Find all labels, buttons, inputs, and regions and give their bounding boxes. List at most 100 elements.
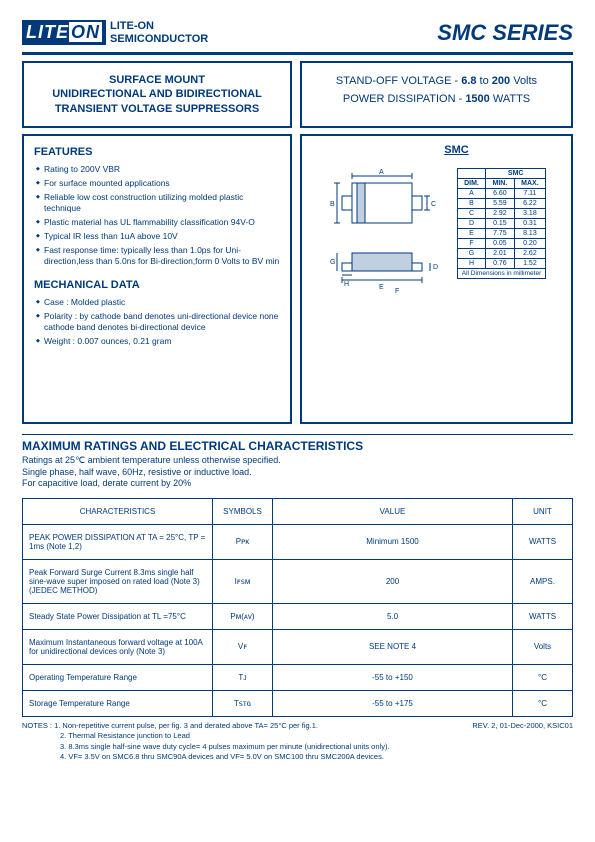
dim-cell: 5.59	[486, 198, 514, 208]
char-cell: Tᴊ	[213, 664, 273, 690]
dim-cell: 2.01	[486, 248, 514, 258]
note1: NOTES : 1. Non-repetitive current pulse,…	[22, 721, 318, 732]
characteristics-table: CHARACTERISTICS SYMBOLS VALUE UNIT PEAK …	[22, 498, 573, 717]
feature-item: For surface mounted applications	[36, 178, 280, 189]
char-hdr: VALUE	[273, 498, 513, 524]
title-box: SURFACE MOUNT UNIDIRECTIONAL AND BIDIREC…	[22, 61, 292, 128]
spec1-post: Volts	[510, 75, 537, 87]
char-hdr: UNIT	[513, 498, 573, 524]
spec1-pre: STAND-OFF VOLTAGE -	[336, 75, 461, 87]
smc-label: SMC	[444, 144, 468, 156]
max-ratings-subtitle: Ratings at 25℃ ambient temperature unles…	[22, 455, 573, 490]
dim-cell: 0.76	[486, 258, 514, 268]
note2: 2. Thermal Resistance junction to Lead	[22, 731, 573, 742]
dim-cell: A	[457, 188, 485, 198]
char-cell: -55 to +150	[273, 664, 513, 690]
package-diagram: A B C G D E H F	[327, 168, 447, 308]
char-cell: Minimum 1500	[273, 524, 513, 559]
dim-col: MIN.	[486, 178, 514, 188]
top-boxes: SURFACE MOUNT UNIDIRECTIONAL AND BIDIREC…	[22, 61, 573, 128]
spec2-b: 1500	[465, 93, 489, 105]
char-cell: -55 to +175	[273, 690, 513, 716]
svg-text:A: A	[379, 169, 384, 176]
features-title: FEATURES	[34, 146, 280, 158]
max-ratings-title: MAXIMUM RATINGS AND ELECTRICAL CHARACTER…	[22, 439, 573, 453]
section-rule	[22, 434, 573, 435]
feature-item: Fast response time: typically less than …	[36, 245, 280, 267]
char-hdr: SYMBOLS	[213, 498, 273, 524]
svg-text:E: E	[379, 284, 384, 291]
dim-cell: 0.31	[514, 218, 546, 228]
dim-cell: 6.60	[486, 188, 514, 198]
dim-cell: D	[457, 218, 485, 228]
revision: REV. 2, 01-Dec-2000, KSIC01	[472, 721, 573, 732]
char-cell: Tꜱᴛɢ	[213, 690, 273, 716]
spec1-b2: 200	[492, 75, 510, 87]
features-box: FEATURES Rating to 200V VBR For surface …	[22, 134, 292, 424]
spec-line2: POWER DISSIPATION - 1500 WATTS	[312, 91, 561, 109]
dim-cell: 2.62	[514, 248, 546, 258]
dim-cell: 7.11	[514, 188, 546, 198]
feature-item: Typical IR less than 1uA above 10V	[36, 231, 280, 242]
main-boxes: FEATURES Rating to 200V VBR For surface …	[22, 134, 573, 424]
spec-line1: STAND-OFF VOLTAGE - 6.8 to 200 Volts	[312, 73, 561, 91]
char-cell: Steady State Power Dissipation at TL =75…	[23, 603, 213, 629]
max-sub3: For capacitive load, derate current by 2…	[22, 478, 573, 490]
spec1-b1: 6.8	[461, 75, 476, 87]
svg-text:F: F	[395, 288, 399, 295]
diagram-content: A B C G D E H F SMC	[327, 168, 546, 308]
logo-on: ON	[69, 22, 102, 42]
dim-cell: 2.92	[486, 208, 514, 218]
svg-text:D: D	[433, 264, 438, 271]
note3: 3. 8.3ms single half-sine wave duty cycl…	[22, 742, 573, 753]
title-line2: UNIDIRECTIONAL AND BIDIRECTIONAL	[34, 87, 280, 101]
char-cell: Operating Temperature Range	[23, 664, 213, 690]
feature-item: Reliable low cost construction utilizing…	[36, 192, 280, 214]
char-cell: Volts	[513, 629, 573, 664]
dim-cell: 3.18	[514, 208, 546, 218]
dim-cell: 6.22	[514, 198, 546, 208]
char-hdr: CHARACTERISTICS	[23, 498, 213, 524]
svg-text:H: H	[344, 281, 349, 288]
page-header: LITEON LITE-ON SEMICONDUCTOR SMC SERIES	[22, 20, 573, 46]
spec-box: STAND-OFF VOLTAGE - 6.8 to 200 Volts POW…	[300, 61, 573, 128]
dim-cell: C	[457, 208, 485, 218]
dim-cell: 0.05	[486, 238, 514, 248]
svg-text:B: B	[330, 201, 335, 208]
svg-text:G: G	[330, 259, 335, 266]
mech-item: Polarity : by cathode band denotes uni-d…	[36, 311, 280, 333]
spec2-post: WATTS	[490, 93, 530, 105]
char-cell: SEE NOTE 4	[273, 629, 513, 664]
dim-col: DIM.	[457, 178, 485, 188]
dim-cell: H	[457, 258, 485, 268]
spec2-pre: POWER DISSIPATION -	[343, 93, 465, 105]
char-cell: Storage Temperature Range	[23, 690, 213, 716]
dim-cell: E	[457, 228, 485, 238]
notes-block: NOTES : 1. Non-repetitive current pulse,…	[22, 721, 573, 763]
notes-row1: NOTES : 1. Non-repetitive current pulse,…	[22, 721, 573, 732]
mech-item: Weight : 0.007 ounces, 0.21 gram	[36, 336, 280, 347]
char-cell: Maximum Instantaneous forward voltage at…	[23, 629, 213, 664]
dim-cell: 1.52	[514, 258, 546, 268]
char-cell: WATTS	[513, 524, 573, 559]
dim-cell: F	[457, 238, 485, 248]
char-cell: AMPS.	[513, 559, 573, 603]
logo-mark: LITEON	[22, 20, 106, 45]
series-title: SMC SERIES	[437, 20, 573, 46]
char-cell: Peak Forward Surge Current 8.3ms single …	[23, 559, 213, 603]
char-cell: PEAK POWER DISSIPATION AT TA = 25°C, TP …	[23, 524, 213, 559]
company-line2: SEMICONDUCTOR	[110, 33, 208, 45]
header-rule	[22, 52, 573, 55]
feature-item: Plastic material has UL flammability cla…	[36, 217, 280, 228]
max-sub2: Single phase, half wave, 60Hz, resistive…	[22, 467, 573, 479]
char-cell: Pᴘᴋ	[213, 524, 273, 559]
char-cell: °C	[513, 664, 573, 690]
dim-cell: G	[457, 248, 485, 258]
dim-hdr-span: SMC	[486, 168, 546, 178]
features-list: Rating to 200V VBR For surface mounted a…	[34, 164, 280, 267]
dimension-table: SMC DIM. MIN. MAX. A6.607.11 B5.596.22 C…	[457, 168, 546, 279]
logo-lite: LITE	[26, 22, 69, 42]
mech-item: Case : Molded plastic	[36, 297, 280, 308]
logo-block: LITEON LITE-ON SEMICONDUCTOR	[22, 20, 208, 45]
dim-cell: 0.20	[514, 238, 546, 248]
